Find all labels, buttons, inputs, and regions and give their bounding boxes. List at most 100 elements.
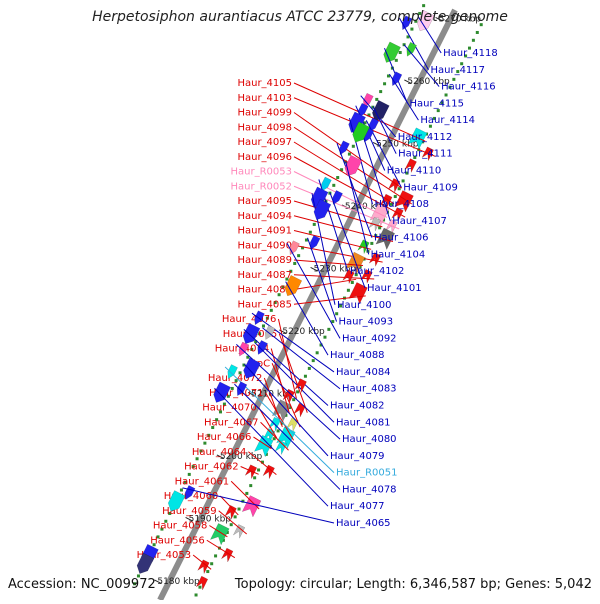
minor-tick [432, 116, 436, 120]
minor-tick [370, 241, 374, 245]
scale-label: 5180 kbp [157, 577, 200, 587]
minor-tick [327, 327, 331, 331]
left-gene-leader [293, 244, 383, 263]
left-gene-label: Haur_R0053 [231, 167, 293, 178]
right-gene-label: Haur_4106 [374, 233, 429, 244]
minor-tick [323, 335, 327, 339]
minor-tick [156, 535, 160, 539]
right-gene-leader [243, 329, 329, 406]
left-gene-glyph [357, 239, 370, 255]
minor-tick [219, 410, 223, 414]
right-gene-leader [336, 143, 373, 238]
left-gene-label: Haur_4090 [237, 240, 292, 251]
left-gene-leader [209, 525, 228, 538]
left-gene-leader [293, 295, 366, 305]
left-gene-glyph [391, 207, 404, 223]
right-gene-glyph [332, 190, 343, 205]
left-gene-leader [293, 259, 364, 267]
left-gene-glyph [379, 193, 393, 209]
minor-tick [211, 426, 215, 430]
scale-label: 5200 kbp [220, 452, 263, 462]
left-gene-label: Haur_R0052 [231, 181, 293, 192]
left-gene-label: Haur_4098 [237, 122, 292, 133]
minor-tick [410, 27, 414, 31]
minor-tick [382, 218, 386, 222]
left-gene-leader [260, 421, 289, 451]
minor-tick [257, 468, 261, 472]
right-gene-label: Haur_4083 [342, 384, 397, 395]
minor-tick [367, 113, 371, 117]
left-gene-leader [293, 156, 406, 218]
minor-tick [448, 85, 452, 89]
minor-tick [179, 488, 183, 492]
right-gene-leader [399, 17, 429, 71]
minor-tick [226, 394, 230, 398]
right-gene-leader [234, 383, 341, 490]
minor-tick [277, 293, 281, 297]
left-gene-glyph [244, 464, 258, 480]
right-gene-leader [360, 130, 391, 222]
right-gene-glyph [236, 381, 248, 397]
minor-tick [346, 288, 350, 292]
minor-tick [467, 46, 471, 50]
left-gene-leader [293, 274, 375, 280]
minor-tick [234, 379, 238, 383]
minor-tick [406, 35, 410, 39]
right-gene-label: Haur_4111 [398, 149, 453, 160]
minor-tick [375, 97, 379, 101]
minor-tick [168, 511, 172, 515]
minor-tick [160, 527, 164, 531]
left-gene-leader [206, 539, 236, 559]
left-gene-label: Haur_4103 [237, 93, 292, 104]
minor-tick [297, 254, 301, 258]
minor-tick [183, 480, 187, 484]
right-gene-label: Haur_4117 [430, 65, 485, 76]
scale-label: 5190 kbp [189, 514, 232, 524]
minor-tick [214, 554, 218, 558]
left-gene-leader [293, 112, 403, 189]
scale-tick [185, 517, 193, 522]
minor-tick [260, 460, 264, 464]
scale-label: 5260 kbp [407, 77, 450, 87]
minor-tick [471, 38, 475, 42]
minor-tick [475, 30, 479, 34]
minor-tick [276, 429, 280, 433]
right-gene-label: Haur_4110 [387, 166, 442, 177]
minor-tick [203, 441, 207, 445]
right-gene-leader [285, 281, 329, 356]
left-gene-glyph [375, 227, 396, 251]
minor-tick [187, 472, 191, 476]
left-gene-leader [293, 278, 357, 290]
minor-tick [421, 140, 425, 144]
left-gene-label: Haur_4072 [208, 373, 263, 384]
minor-tick [242, 363, 246, 367]
right-gene-glyph [368, 117, 380, 133]
right-gene-label: Haur_4108 [374, 199, 429, 210]
right-gene-glyph [257, 340, 268, 355]
left-gene-glyph [394, 190, 414, 213]
minor-tick [422, 4, 426, 8]
left-gene-leader [218, 510, 248, 535]
minor-tick [428, 124, 432, 128]
left-gene-label: Haur_4059 [162, 506, 217, 517]
minor-tick [331, 320, 335, 324]
right-gene-label: Haur_4081 [336, 417, 391, 428]
minor-tick [265, 316, 269, 320]
right-gene-label: Haur_4088 [330, 350, 385, 361]
minor-tick [293, 261, 297, 265]
left-gene-glyph [342, 269, 355, 285]
left-gene-leader [253, 436, 272, 450]
right-gene-leader [244, 363, 329, 457]
minor-tick [269, 308, 273, 312]
right-gene-leader [214, 387, 329, 507]
right-gene-glyph [417, 9, 435, 32]
minor-tick [464, 54, 468, 58]
genome-summary: Topology: circular; Length: 6,346,587 bp… [234, 577, 592, 592]
scale-label: 5250 kbp [376, 139, 419, 149]
minor-tick [444, 93, 448, 97]
minor-tick [229, 523, 233, 527]
minor-tick [296, 390, 300, 394]
right-gene-leader [417, 16, 442, 54]
right-gene-leader [182, 487, 335, 524]
minor-tick [374, 234, 378, 238]
